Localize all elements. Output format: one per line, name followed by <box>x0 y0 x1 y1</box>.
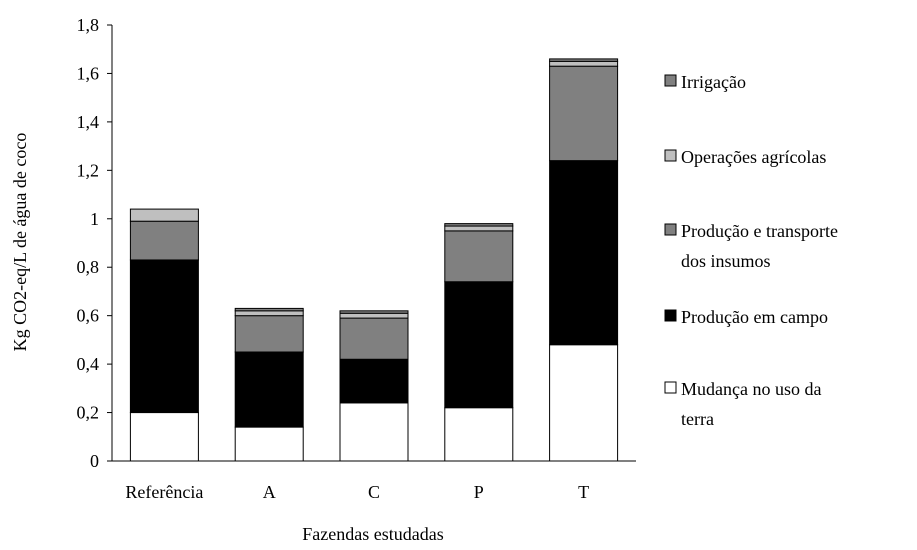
bar-segment <box>549 344 619 462</box>
y-tick-label: 0,6 <box>77 306 100 326</box>
bar-segment <box>444 407 514 462</box>
bar-segment <box>129 412 199 462</box>
bar-segment <box>234 307 304 312</box>
x-tick-label: A <box>263 482 276 502</box>
x-tick-label: Referência <box>125 482 203 502</box>
legend-swatch <box>664 149 677 162</box>
bar-segment <box>234 310 304 317</box>
x-axis-title: Fazendas estudadas <box>302 524 443 544</box>
bar-segment <box>129 259 199 414</box>
x-tick-label: C <box>368 482 380 502</box>
legend-swatch <box>664 223 677 236</box>
bar-segment <box>549 65 619 162</box>
legend-label: dos insumos <box>681 251 771 271</box>
bar-segment <box>549 60 619 67</box>
y-tick-label: 0,8 <box>77 257 100 277</box>
legend-label: Irrigação <box>681 72 746 92</box>
bar-segment <box>234 315 304 353</box>
y-axis-ticks: 0 0,2 0,4 0,6 0,8 1 1,2 1,4 1,6 1,8 <box>77 15 112 471</box>
bar-segment <box>444 281 514 409</box>
bar-segment <box>444 223 514 227</box>
legend-swatch <box>664 74 677 87</box>
bar-segment <box>549 160 619 346</box>
bar-segment <box>444 230 514 283</box>
legend-swatch <box>664 309 677 322</box>
bar-segment <box>444 225 514 232</box>
bar-segment <box>339 358 409 404</box>
bar-segment <box>339 310 409 314</box>
y-tick-label: 1,2 <box>77 160 100 180</box>
y-tick-label: 1,4 <box>77 112 100 132</box>
y-axis-title: Kg CO2-eq/L de água de coco <box>10 133 30 352</box>
legend-label: Mudança no uso da <box>681 379 821 399</box>
y-tick-label: 0,4 <box>77 354 100 374</box>
x-tick-label: T <box>578 482 589 502</box>
x-axis-ticks: Referência A C P T <box>125 482 589 502</box>
y-tick-label: 1 <box>90 209 99 229</box>
bar-segment <box>339 312 409 319</box>
legend-label: Operações agrícolas <box>681 147 826 167</box>
bar-stacks <box>129 58 619 462</box>
bar-segment <box>339 317 409 360</box>
y-tick-label: 1,8 <box>77 15 100 35</box>
legend-label: Produção e transporte <box>681 221 838 241</box>
bar-segment <box>129 208 199 222</box>
legend-swatch <box>664 381 677 394</box>
x-tick-label: P <box>474 482 484 502</box>
y-tick-label: 1,6 <box>77 63 100 83</box>
y-tick-label: 0,2 <box>77 403 100 423</box>
legend-label: terra <box>681 409 714 429</box>
y-tick-label: 0 <box>90 451 99 471</box>
bar-segment <box>129 220 199 261</box>
bar-segment <box>339 402 409 462</box>
bar-segment <box>234 351 304 428</box>
legend-label: Produção em campo <box>681 307 828 327</box>
bar-segment <box>549 58 619 62</box>
bar-segment <box>234 426 304 462</box>
legend: Irrigação Operações agrícolas Produção e t… <box>664 72 838 429</box>
